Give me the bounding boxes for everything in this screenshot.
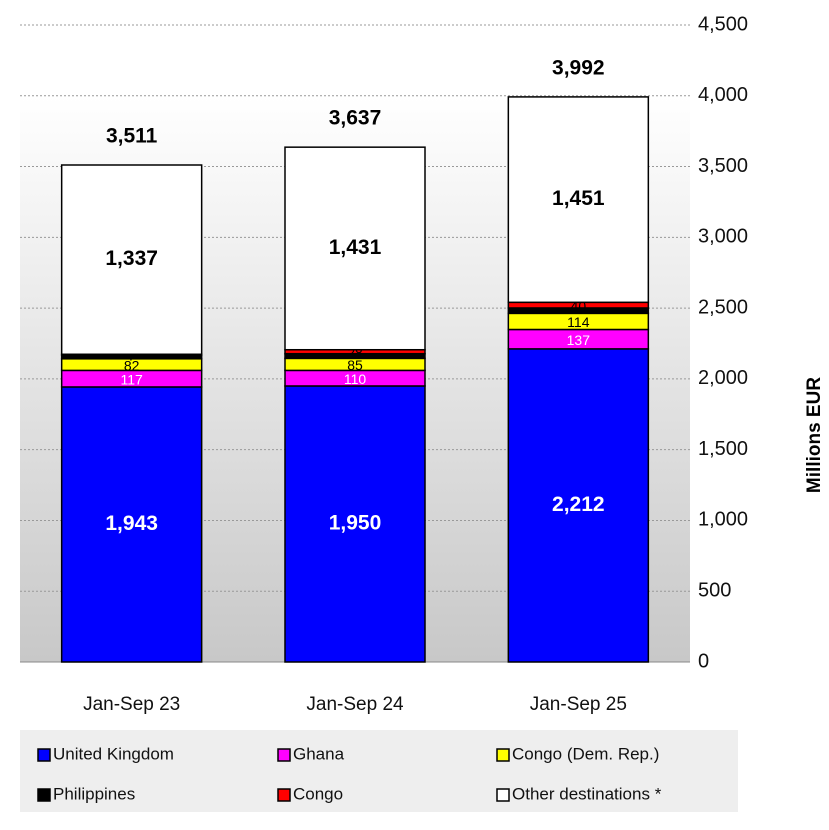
legend-label: Congo [293,784,343,803]
bar-segment [60,164,203,356]
bar-segment [284,146,426,351]
y-tick-label: 2,000 [698,367,748,389]
y-tick-label: 1,000 [698,509,748,531]
data-label: 137 [567,332,591,348]
legend-label: Ghana [293,744,345,763]
legend-box [20,730,738,812]
data-label: 117 [121,371,144,387]
y-tick-label: 3,500 [698,155,748,177]
axis-title: Millions EUR [804,377,825,493]
data-label: 1,337 [105,247,158,270]
y-tick-label: 1,500 [698,438,748,460]
legend-label: United Kingdom [53,744,174,763]
data-label: 82 [124,357,140,373]
data-label: 1,451 [552,187,605,210]
x-tick-label: Jan-Sep 24 [306,694,404,715]
y-tick-label: 0 [698,650,709,672]
legend-swatch [496,748,510,762]
legend-swatch [277,748,291,762]
legend-swatch [37,788,51,802]
data-label: 7 [128,347,136,363]
bar-segment [60,386,203,663]
data-label: 1,431 [329,236,382,259]
total-label: 3,511 [106,125,158,148]
data-label: 85 [347,357,363,373]
legend-label: Other destinations * [512,784,662,803]
x-tick-label: Jan-Sep 23 [83,694,180,715]
y-tick-label: 2,500 [698,296,748,318]
x-tick-label: Jan-Sep 25 [530,694,627,715]
data-label: 110 [344,371,367,387]
y-tick-label: 500 [698,580,731,602]
y-tick-label: 4,500 [698,13,748,35]
legend-label: Congo (Dem. Rep.) [512,744,659,763]
bar-segment [507,96,650,304]
y-tick-label: 4,000 [698,84,748,106]
total-label: 3,637 [329,107,382,130]
legend-label: Philippines [53,784,135,803]
data-label: 1,943 [105,512,158,535]
data-label: 1,950 [329,512,382,535]
data-label: 2,212 [552,493,605,516]
total-label: 3,992 [552,56,605,79]
legend-swatch [496,788,510,802]
data-label: 114 [567,314,590,330]
bar-segment [284,385,426,663]
legend-swatch [37,748,51,762]
legend-swatch [277,788,291,802]
y-tick-label: 3,000 [698,226,748,248]
bar-segment [507,348,650,663]
